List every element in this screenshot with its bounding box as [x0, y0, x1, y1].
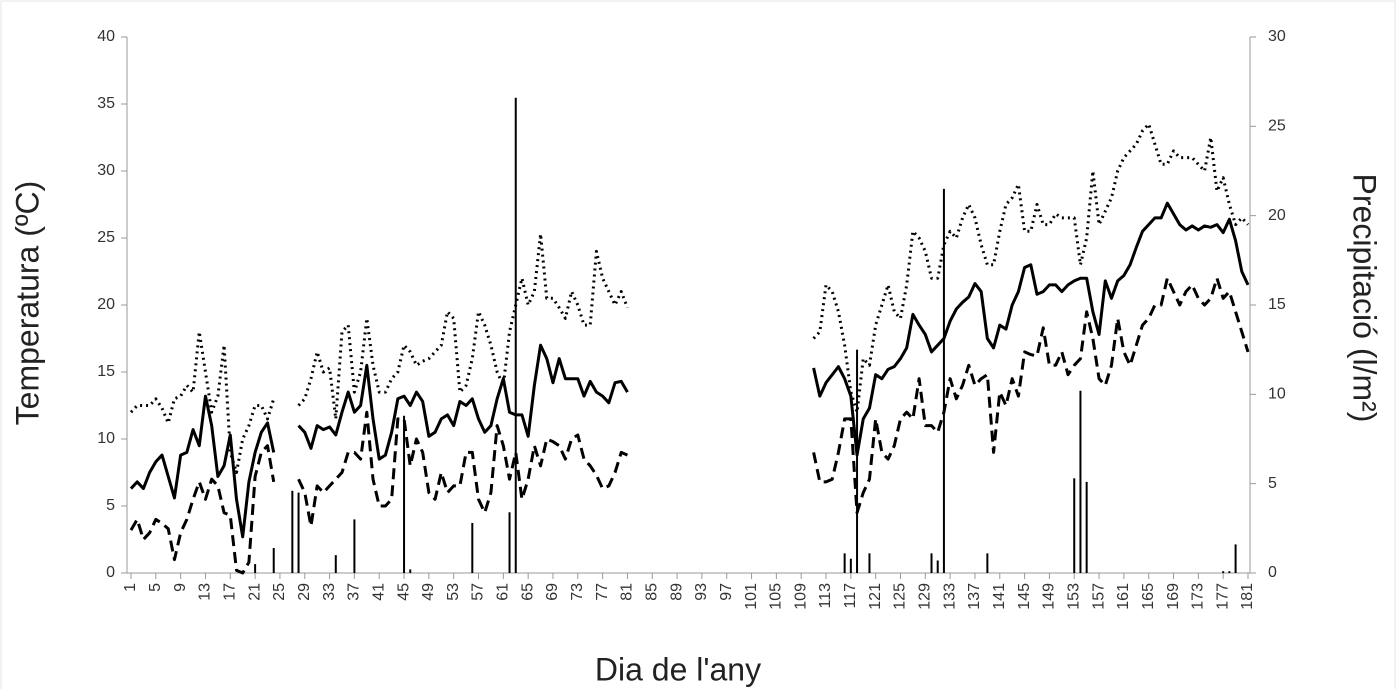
x-tick-label: 113: [817, 583, 834, 609]
x-tick-label: 101: [743, 583, 760, 610]
x-tick-label: 165: [1140, 583, 1157, 610]
y-tick-label: 30: [97, 162, 115, 179]
y-axis-title: Temperatura (ºC): [9, 181, 45, 426]
y-tick-label: 5: [106, 497, 115, 514]
x-tick-label: 157: [1090, 583, 1107, 610]
x-tick-label: 173: [1190, 583, 1207, 610]
x-tick-label: 45: [395, 583, 412, 601]
x-tick-label: 37: [346, 583, 363, 601]
x-tick-label: 161: [1115, 583, 1132, 610]
y-tick-label: 40: [97, 28, 115, 45]
y-tick-label: 20: [97, 296, 115, 313]
precipitation-bar: [856, 349, 859, 573]
y-tick-label: 35: [97, 95, 115, 112]
x-tick-label: 121: [867, 583, 884, 610]
x-tick-label: 21: [246, 583, 263, 601]
x-tick-label: 61: [495, 583, 512, 601]
precipitation-bar: [334, 555, 337, 573]
precipitation-bar: [514, 97, 517, 573]
temperature-line: [129, 122, 1250, 474]
y2-tick-label: 25: [1268, 118, 1286, 135]
x-tick-label: 1: [122, 583, 139, 592]
precipitation-bar: [868, 553, 871, 573]
x-tick-label: 17: [222, 583, 239, 601]
x-tick-label: 97: [718, 583, 735, 601]
x-tick-label: 85: [643, 583, 660, 601]
x-tick-label: 125: [892, 583, 909, 610]
precipitation-bar: [849, 558, 852, 573]
y2-tick-label: 10: [1268, 386, 1286, 403]
x-tick-label: 117: [842, 583, 859, 609]
x-tick-label: 9: [172, 583, 189, 592]
temperature-line: [129, 276, 1250, 575]
y2-tick-label: 5: [1268, 475, 1277, 492]
x-tick-label: 133: [941, 583, 958, 610]
y-tick-label: 10: [97, 430, 115, 447]
x-tick-label: 57: [470, 583, 487, 601]
x-tick-label: 5: [147, 583, 164, 592]
x-tick-label: 181: [1239, 583, 1256, 610]
x-tick-label: 41: [370, 583, 387, 601]
x-tick-label: 153: [1065, 583, 1082, 610]
x-tick-label: 73: [569, 583, 586, 601]
precipitation-bar: [843, 553, 846, 573]
precipitation-bar: [291, 490, 294, 573]
x-tick-label: 93: [693, 583, 710, 601]
x-tick-label: 129: [917, 583, 934, 610]
precipitation-bar: [1234, 544, 1237, 573]
y2-tick-label: 0: [1268, 564, 1277, 581]
x-tick-label: 105: [768, 583, 785, 610]
y2-axis-title: Precipitació (l/m²): [1347, 174, 1383, 423]
x-tick-label: 169: [1165, 583, 1182, 610]
precipitation-bar: [254, 564, 257, 573]
x-tick-label: 109: [792, 583, 809, 610]
precipitation-bar: [930, 553, 933, 573]
y2-tick-label: 15: [1268, 296, 1286, 313]
x-tick-label: 25: [271, 583, 288, 601]
x-tick-label: 69: [544, 583, 561, 601]
precipitation-bar: [403, 415, 406, 573]
precipitation-bar: [272, 547, 275, 573]
x-tick-label: 53: [445, 583, 462, 601]
x-tick-label: 149: [1041, 583, 1058, 610]
x-tick-label: 49: [420, 583, 437, 601]
precipitation-bar: [1085, 481, 1088, 573]
x-tick-label: 141: [991, 583, 1008, 610]
precipitation-bar: [353, 519, 356, 573]
precipitation-bar: [1079, 390, 1082, 573]
precipitation-bar: [471, 522, 474, 573]
temperature-line: [129, 201, 1250, 539]
y-tick-label: 0: [106, 564, 115, 581]
x-tick-label: 29: [296, 583, 313, 601]
x-tick-label: 33: [321, 583, 338, 601]
x-tick-label: 13: [197, 583, 214, 601]
x-tick-label: 65: [519, 583, 536, 601]
precipitation-bar: [508, 512, 511, 573]
precipitation-bar: [1073, 478, 1076, 573]
precipitation-bar: [297, 492, 300, 573]
x-tick-label: 177: [1214, 583, 1231, 610]
precipitation-bar: [942, 188, 945, 573]
x-tick-label: 81: [619, 583, 636, 601]
y2-tick-label: 30: [1268, 28, 1286, 45]
precipitation-bar: [936, 560, 939, 573]
x-axis-title: Dia de l'any: [595, 651, 761, 687]
precipitation-bar: [409, 569, 412, 573]
y-tick-label: 15: [97, 363, 115, 380]
x-tick-label: 89: [668, 583, 685, 601]
x-tick-label: 137: [966, 583, 983, 610]
y2-tick-label: 20: [1268, 207, 1286, 224]
precipitation-bar: [1228, 571, 1231, 573]
x-tick-label: 145: [1016, 583, 1033, 610]
precipitation-bar: [1222, 571, 1225, 573]
precipitation-bar: [986, 553, 989, 573]
x-tick-label: 77: [594, 583, 611, 601]
y-tick-label: 25: [97, 229, 115, 246]
